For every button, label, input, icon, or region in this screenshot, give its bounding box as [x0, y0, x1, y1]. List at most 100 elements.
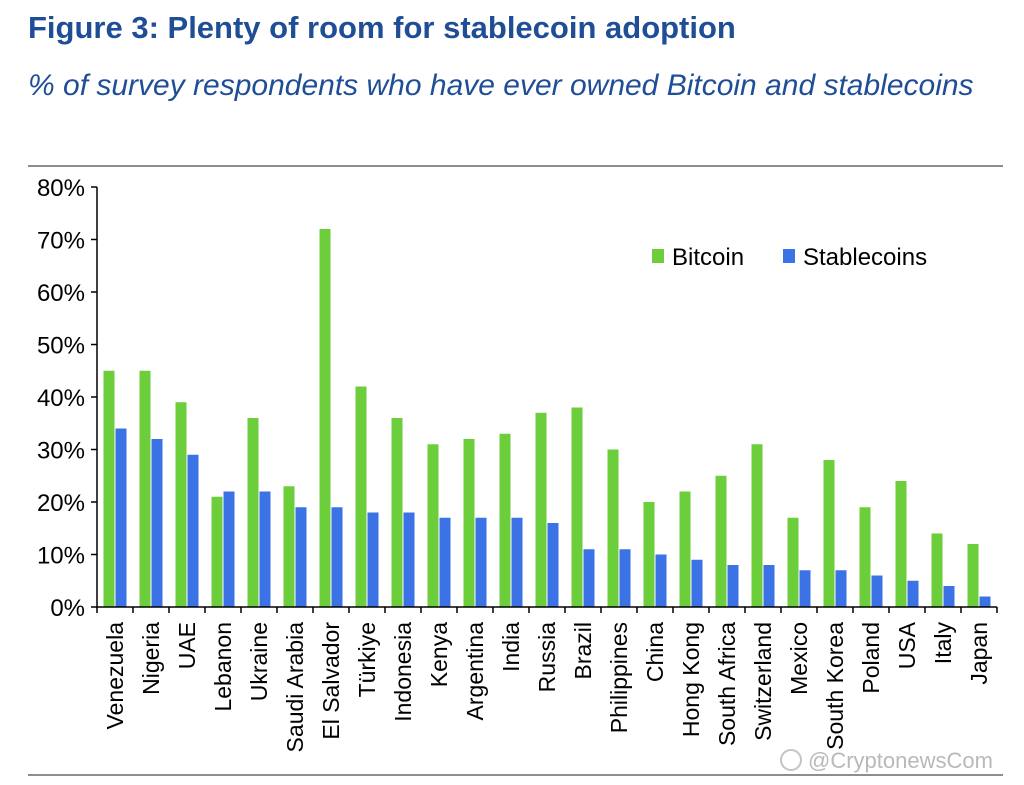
bar-bitcoin-japan — [967, 544, 979, 607]
bar-stablecoins-poland — [871, 575, 883, 607]
x-label-kenya: Kenya — [426, 622, 452, 687]
x-label-philippines: Philippines — [606, 622, 632, 733]
bar-stablecoins-argentina — [475, 517, 487, 607]
x-label-india: India — [498, 622, 524, 672]
bar-bitcoin-mexico — [787, 517, 799, 607]
legend-swatch-bitcoin — [652, 249, 664, 263]
bars — [103, 229, 991, 607]
bar-bitcoin-philippines — [607, 449, 619, 607]
legend-swatch-stablecoins — [783, 249, 795, 263]
bar-stablecoins-el-salvador — [331, 507, 343, 607]
x-label-poland: Poland — [858, 622, 884, 694]
y-tick-label-70: 70% — [37, 228, 85, 255]
bar-bitcoin-t-rkiye — [355, 386, 367, 607]
y-tick-label-40: 40% — [37, 385, 85, 412]
bottom-divider — [28, 774, 1003, 776]
bar-stablecoins-south-africa — [727, 565, 739, 607]
y-tick-label-10: 10% — [37, 543, 85, 570]
legend-label-bitcoin: Bitcoin — [672, 244, 744, 271]
watermark-logo-icon — [780, 749, 802, 771]
x-label-usa: USA — [894, 621, 920, 669]
x-label-saudi-arabia: Saudi Arabia — [282, 622, 308, 753]
bar-bitcoin-italy — [931, 533, 943, 607]
x-label-japan: Japan — [966, 622, 992, 685]
x-label-t-rkiye: Türkiye — [354, 622, 380, 697]
x-label-russia: Russia — [534, 622, 560, 693]
y-tick-label-30: 30% — [37, 438, 85, 465]
bar-bitcoin-poland — [859, 507, 871, 607]
y-tick-label-80: 80% — [37, 175, 85, 202]
x-label-south-korea: South Korea — [822, 622, 848, 750]
y-tick-label-50: 50% — [37, 333, 85, 360]
bar-stablecoins-south-korea — [835, 570, 847, 607]
bar-bitcoin-el-salvador — [319, 229, 331, 607]
bar-stablecoins-indonesia — [403, 512, 415, 607]
top-divider — [28, 165, 1003, 167]
bar-stablecoins-china — [655, 554, 667, 607]
bar-bitcoin-brazil — [571, 407, 583, 607]
x-label-italy: Italy — [930, 622, 956, 665]
bar-stablecoins-hong-kong — [691, 559, 703, 607]
x-label-nigeria: Nigeria — [138, 622, 164, 695]
bar-bitcoin-china — [643, 502, 655, 607]
chart-subtitle: % of survey respondents who have ever ow… — [28, 69, 974, 102]
y-tick-label-60: 60% — [37, 280, 85, 307]
bar-bitcoin-indonesia — [391, 418, 403, 607]
chart-title: Figure 3: Plenty of room for stablecoin … — [28, 10, 736, 45]
x-label-ukraine: Ukraine — [246, 622, 272, 701]
bar-stablecoins-italy — [943, 586, 955, 607]
bar-stablecoins-switzerland — [763, 565, 775, 607]
x-label-venezuela: Venezuela — [102, 622, 128, 730]
bar-bitcoin-lebanon — [211, 496, 223, 607]
bar-bitcoin-india — [499, 433, 511, 607]
bar-bitcoin-usa — [895, 481, 907, 607]
bar-stablecoins-venezuela — [115, 428, 127, 607]
x-label-switzerland: Switzerland — [750, 622, 776, 741]
bar-bitcoin-south-korea — [823, 460, 835, 607]
bar-stablecoins-brazil — [583, 549, 595, 607]
x-label-lebanon: Lebanon — [210, 622, 236, 712]
bar-bitcoin-ukraine — [247, 418, 259, 607]
bar-stablecoins-philippines — [619, 549, 631, 607]
x-axis: Venezuela Nigeria UAE Lebanon Ukraine Saudi A… — [96, 606, 998, 753]
x-label-el-salvador: El Salvador — [318, 622, 344, 740]
x-label-hong-kong: Hong Kong — [678, 622, 704, 737]
watermark: @CryptonewsCom — [780, 748, 993, 774]
x-label-mexico: Mexico — [786, 622, 812, 695]
bar-bitcoin-uae — [175, 402, 187, 607]
bar-stablecoins-russia — [547, 523, 559, 607]
bar-stablecoins-t-rkiye — [367, 512, 379, 607]
bar-stablecoins-saudi-arabia — [295, 507, 307, 607]
x-label-brazil: Brazil — [570, 622, 596, 680]
bar-stablecoins-kenya — [439, 517, 451, 607]
legend-label-stablecoins: Stablecoins — [803, 244, 927, 271]
bar-stablecoins-uae — [187, 454, 199, 607]
x-label-argentina: Argentina — [462, 622, 488, 721]
x-label-uae: UAE — [174, 622, 200, 669]
y-axis: 0% 10% 20% 30% 40% 50% 60% 70% 80% — [37, 175, 98, 622]
bar-bitcoin-south-africa — [715, 475, 727, 607]
y-tick-label-20: 20% — [37, 490, 85, 517]
bar-stablecoins-japan — [979, 596, 991, 607]
bar-bitcoin-russia — [535, 412, 547, 607]
bar-bitcoin-saudi-arabia — [283, 486, 295, 607]
watermark-text: @CryptonewsCom — [808, 748, 993, 773]
bar-stablecoins-nigeria — [151, 439, 163, 607]
x-label-indonesia: Indonesia — [390, 622, 416, 722]
bar-bitcoin-kenya — [427, 444, 439, 607]
legend: Bitcoin Stablecoins — [652, 244, 927, 271]
bar-bitcoin-hong-kong — [679, 491, 691, 607]
bar-bitcoin-switzerland — [751, 444, 763, 607]
bar-bitcoin-venezuela — [103, 370, 115, 607]
x-label-china: China — [642, 622, 668, 682]
bar-stablecoins-ukraine — [259, 491, 271, 607]
bar-bitcoin-argentina — [463, 439, 475, 607]
bar-stablecoins-usa — [907, 580, 919, 607]
y-tick-label-0: 0% — [50, 595, 85, 622]
bar-stablecoins-india — [511, 517, 523, 607]
x-label-south-africa: South Africa — [714, 622, 740, 746]
bar-bitcoin-nigeria — [139, 370, 151, 607]
bar-stablecoins-lebanon — [223, 491, 235, 607]
bar-stablecoins-mexico — [799, 570, 811, 607]
